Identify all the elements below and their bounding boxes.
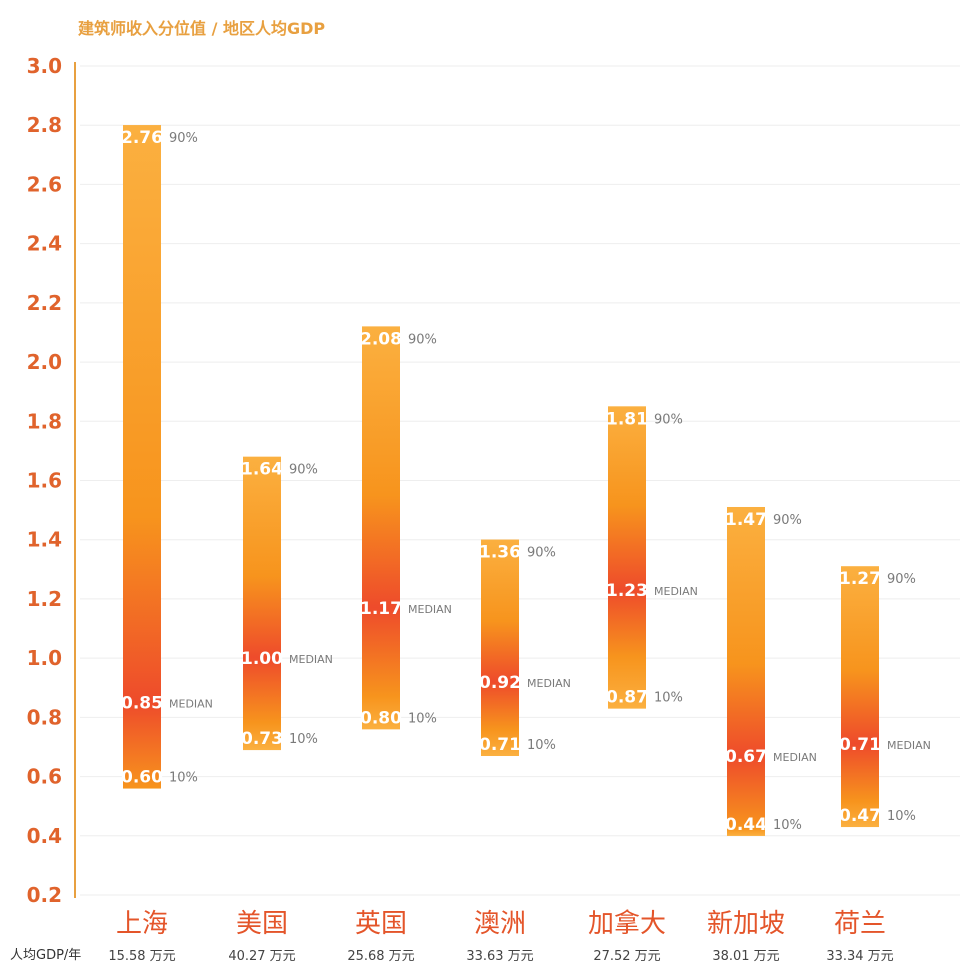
range-bar [481,539,519,757]
y-tick-label: 2.4 [27,232,62,256]
y-tick-label: 0.4 [27,824,62,848]
category-label: 加拿大 [588,909,666,939]
p10-value-label: 0.73 [241,729,283,749]
p90-percentile-label: 90% [527,546,556,561]
y-tick-label: 3.0 [27,54,62,78]
p10-percentile-label: 10% [887,809,916,824]
range-bar [243,456,281,751]
p90-percentile-label: 90% [169,131,198,146]
p90-percentile-label: 90% [773,513,802,528]
range-bar [362,326,400,730]
range-bar [608,406,646,709]
p90-value-label: 1.36 [479,543,521,563]
median-percentile-label: MEDIAN [527,677,571,690]
gridlines [80,65,960,896]
p90-value-label: 2.76 [121,128,163,148]
median-percentile-label: MEDIAN [289,653,333,666]
gdp-value: 33.63 万元 [466,949,533,964]
bar-group: 1.27 90% 0.71 MEDIAN 0.47 10% [839,566,931,828]
gdp-value: 38.01 万元 [712,949,779,964]
p90-percentile-label: 90% [654,412,683,427]
category-label: 澳洲 [474,909,526,939]
category-label: 英国 [355,909,407,939]
p10-percentile-label: 10% [773,818,802,833]
median-value-label: 1.00 [241,649,283,669]
median-value-label: 1.23 [606,581,648,601]
y-tick-label: 1.4 [27,528,62,552]
median-percentile-label: MEDIAN [654,585,698,598]
p10-value-label: 0.71 [479,735,521,755]
y-tick-label: 2.6 [27,172,62,196]
p90-percentile-label: 90% [289,463,318,478]
y-tick-label: 1.6 [27,469,62,493]
median-value-label: 1.17 [360,599,402,619]
p90-value-label: 1.64 [241,460,283,480]
y-tick-label: 0.8 [27,705,62,729]
bar-group: 2.76 90% 0.85 MEDIAN 0.60 10% [121,125,213,789]
p90-value-label: 1.81 [606,409,648,429]
p90-value-label: 2.08 [360,329,402,349]
gdp-value: 40.27 万元 [228,949,295,964]
y-tick-label: 0.2 [27,883,62,907]
category-labels: 上海 美国 英国 澳洲 加拿大 新加坡 荷兰 [116,909,886,939]
y-tick-label: 2.0 [27,350,62,374]
y-axis-ticks: 0.2 0.4 0.6 0.8 1.0 1.2 1.4 1.6 1.8 2.0 2.2 2.4 2.6 2… [27,54,62,907]
bar-group: 1.47 90% 0.67 MEDIAN 0.44 10% [725,506,817,836]
median-value-label: 0.92 [479,673,521,693]
y-tick-label: 2.8 [27,113,62,137]
category-label: 美国 [236,909,288,939]
median-percentile-label: MEDIAN [887,739,931,752]
p10-percentile-label: 10% [289,732,318,747]
p90-value-label: 1.27 [839,569,881,589]
range-bar [123,125,161,789]
gdp-value: 15.58 万元 [108,949,175,964]
p90-percentile-label: 90% [408,332,437,347]
median-percentile-label: MEDIAN [408,603,452,616]
gdp-values: 15.58 万元 40.27 万元 25.68 万元 33.63 万元 27.52 万元… [108,949,893,964]
y-tick-label: 0.6 [27,765,62,789]
bar-group: 1.64 90% 1.00 MEDIAN 0.73 10% [241,456,333,751]
gdp-value: 33.34 万元 [826,949,893,964]
p90-value-label: 1.47 [725,510,767,530]
p10-value-label: 0.44 [725,815,767,835]
p10-value-label: 0.87 [606,688,648,708]
p10-percentile-label: 10% [408,711,437,726]
p10-percentile-label: 10% [169,771,198,786]
category-label: 荷兰 [834,909,886,939]
y-tick-label: 1.8 [27,409,62,433]
y-axis-label: 建筑师收入分位值 / 地区人均GDP [78,19,325,38]
median-percentile-label: MEDIAN [773,751,817,764]
median-value-label: 0.85 [121,694,163,714]
median-value-label: 0.71 [839,735,881,755]
gdp-value: 27.52 万元 [593,949,660,964]
gdp-value: 25.68 万元 [347,949,414,964]
p10-value-label: 0.80 [360,708,402,728]
bar-group: 1.81 90% 1.23 MEDIAN 0.87 10% [606,406,698,709]
y-tick-label: 1.2 [27,587,62,611]
gdp-row-label: 人均GDP/年 [10,948,81,963]
median-percentile-label: MEDIAN [169,698,213,711]
y-tick-label: 1.0 [27,646,62,670]
p90-percentile-label: 90% [887,572,916,587]
median-value-label: 0.67 [725,747,767,767]
p10-percentile-label: 10% [527,738,556,753]
p10-value-label: 0.60 [121,768,163,788]
range-bar [727,506,765,836]
range-bars: 2.76 90% 0.85 MEDIAN 0.60 10% 1.64 90% 1.00 MEDIA… [121,125,931,836]
bar-group: 2.08 90% 1.17 MEDIAN 0.80 10% [360,326,452,730]
y-tick-label: 2.2 [27,291,62,315]
category-label: 新加坡 [707,909,785,939]
category-label: 上海 [116,909,168,939]
range-bar [841,566,879,828]
p10-value-label: 0.47 [839,806,881,826]
bar-group: 1.36 90% 0.92 MEDIAN 0.71 10% [479,539,571,757]
p10-percentile-label: 10% [654,691,683,706]
